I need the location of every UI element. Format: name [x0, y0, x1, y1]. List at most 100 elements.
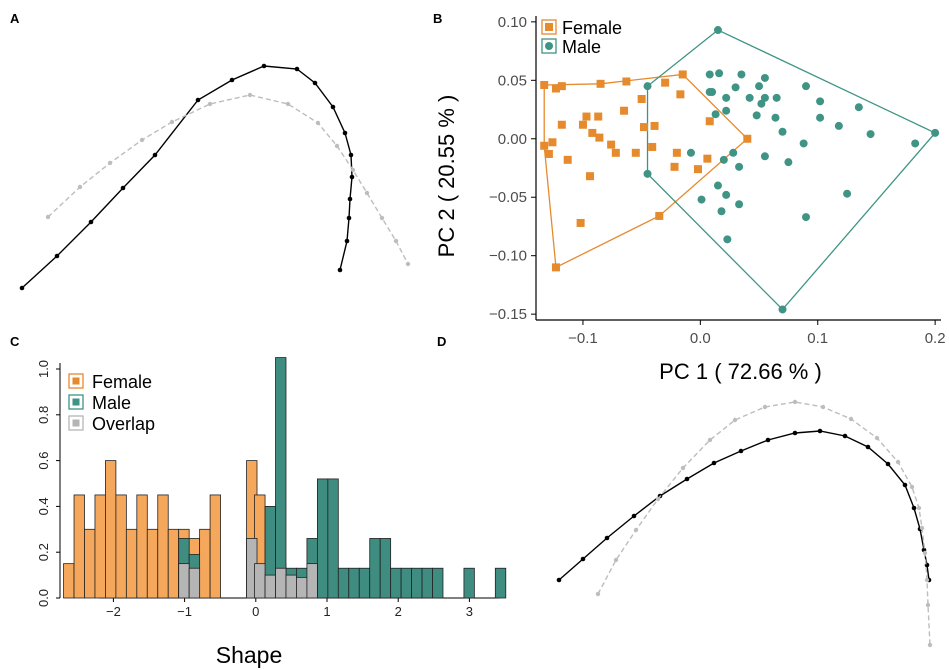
dashed-outline-point [285, 101, 291, 107]
bar-female [94, 494, 106, 599]
bar-female [209, 494, 221, 599]
bar-female [199, 528, 211, 599]
bar-male [411, 567, 423, 599]
bar-male [327, 478, 339, 599]
point-male [834, 121, 843, 130]
point-male [755, 82, 764, 91]
dashed-outline-point [922, 550, 928, 556]
point-female [611, 148, 620, 157]
point-male [722, 190, 731, 199]
point-female [563, 155, 572, 164]
bar-overlap [296, 576, 308, 599]
bar-female [136, 494, 148, 599]
dashed-outline-point [792, 399, 798, 405]
bar-overlap [275, 567, 287, 599]
point-male [715, 69, 724, 78]
point-male [643, 169, 652, 178]
dashed-outline-point [680, 465, 686, 471]
dashed-outline-point [655, 496, 661, 502]
x-tick-label: 2 [395, 604, 402, 619]
dashed-outline-point [379, 215, 385, 221]
solid-outline-point [312, 80, 318, 86]
y-tick-label: 0.8 [36, 406, 51, 424]
dashed-outline-point [916, 505, 922, 511]
legend-label-female: Female [92, 372, 152, 392]
bar-male [379, 538, 392, 599]
point-male [717, 207, 726, 216]
point-female [650, 121, 659, 130]
dashed-outline-point [393, 238, 399, 244]
point-female [594, 112, 603, 121]
solid-outline-point [294, 66, 300, 72]
solid-outline-point [738, 448, 744, 454]
dashed-outline-point [405, 261, 411, 267]
solid-outline-point [229, 77, 235, 83]
point-male [737, 70, 746, 79]
solid-outline-point [54, 253, 60, 259]
dashed-outline-point [107, 160, 113, 166]
point-male [931, 128, 940, 137]
point-female [557, 82, 566, 91]
bar-male [390, 567, 402, 599]
x-tick-label: −1 [177, 604, 192, 619]
dashed-outline-point [350, 167, 356, 173]
dashed-outline-point [334, 143, 340, 149]
solid-outline-point [337, 267, 343, 273]
solid-outline-point [152, 152, 158, 158]
point-female [676, 90, 685, 99]
bar-male [369, 538, 381, 599]
dashed-outline-point [595, 591, 601, 597]
point-male [729, 148, 738, 157]
dashed-outline-point [762, 404, 768, 410]
bar-overlap [264, 574, 276, 599]
point-male [816, 97, 825, 106]
point-female [544, 149, 553, 158]
point-male [760, 152, 769, 161]
dashed-outline-line [597, 401, 931, 646]
legend-label-overlap: Overlap [92, 414, 155, 434]
bar-male [358, 567, 371, 599]
bar-overlap [178, 563, 190, 599]
panel-b-pca-scatter: 0.10 0.05 0.00 −0.05 −0.10 −0.15 −0.1 0.0 0.1 0.2… [434, 14, 946, 384]
point-female [588, 128, 597, 137]
solid-outline-point [911, 505, 917, 511]
solid-outline-point [349, 174, 355, 180]
solid-outline-line [558, 430, 930, 581]
legend-swatch-male [545, 42, 553, 50]
legend-label-female: Female [562, 18, 622, 38]
dashed-outline-line [47, 94, 409, 265]
panel-a-outline-plot [19, 63, 411, 291]
point-female [703, 154, 712, 163]
solid-outline-point [865, 444, 871, 450]
point-male [713, 181, 722, 190]
solid-outline-point [88, 219, 94, 225]
solid-outline-point [19, 285, 25, 291]
y-tick-label: 1.0 [36, 360, 51, 378]
panel-label-d: D [437, 334, 446, 349]
dashed-outline-point [315, 120, 321, 126]
point-female [694, 165, 702, 174]
x-tick-label: −0.1 [568, 330, 598, 347]
bar-overlap [188, 567, 201, 599]
y-tick-label: 0.6 [36, 452, 51, 470]
point-male [911, 139, 920, 148]
dashed-outline-point [927, 642, 933, 648]
point-male [731, 83, 740, 92]
bar-overlap [254, 563, 266, 599]
solid-outline-point [261, 63, 267, 69]
bar-female [115, 494, 127, 599]
solid-outline-point [817, 428, 823, 434]
point-male [816, 113, 825, 122]
point-male [697, 195, 706, 204]
point-male [784, 158, 793, 167]
point-female [622, 77, 631, 86]
solid-outline-point [120, 185, 126, 191]
point-male [723, 235, 732, 244]
point-female [637, 95, 646, 104]
point-female [672, 148, 681, 157]
point-male [802, 213, 810, 222]
y-tick-label: −0.05 [489, 189, 527, 206]
solid-outline-point [342, 130, 348, 136]
solid-outline-point [684, 476, 690, 482]
point-female [557, 120, 566, 129]
